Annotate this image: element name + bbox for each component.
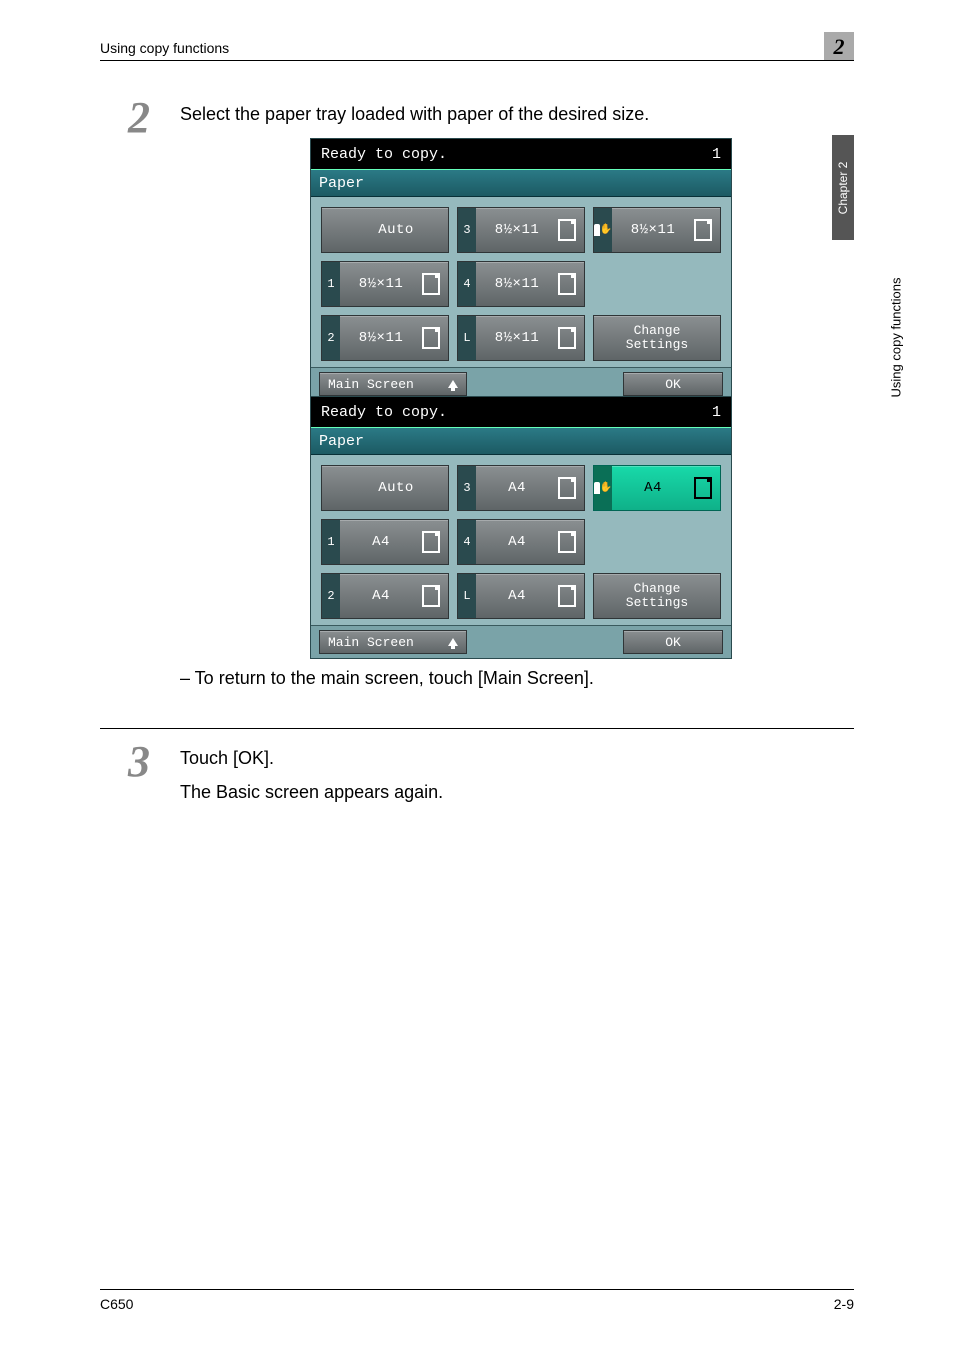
tray-label: 8½×11 (480, 330, 554, 346)
tray-tag: 1 (322, 262, 340, 306)
tray-L-button[interactable]: LA4 (457, 573, 585, 619)
ready-label: Ready to copy. (321, 404, 447, 421)
main-screen-button[interactable]: Main Screen (319, 630, 467, 654)
tray-label: A4 (616, 480, 690, 496)
panel-topbar: Ready to copy. 1 (311, 397, 731, 427)
tray-bypass-button[interactable]: ✋A4 (593, 465, 721, 511)
tray-tag: 1 (322, 520, 340, 564)
tray-tag: 3 (458, 466, 476, 510)
tray-tag: ✋ (594, 208, 612, 252)
tray-tag: 4 (458, 262, 476, 306)
tray-tag: L (458, 316, 476, 360)
tray-tag: ✋ (594, 466, 612, 510)
main-screen-label: Main Screen (328, 377, 414, 392)
side-tab-label: Chapter 2 (836, 161, 850, 214)
tray-bypass-button[interactable]: ✋8½×11 (593, 207, 721, 253)
orientation-icon (558, 531, 576, 553)
copy-count: 1 (712, 404, 721, 421)
main-screen-label: Main Screen (328, 635, 414, 650)
tray-2-button[interactable]: 2A4 (321, 573, 449, 619)
tray-label: 8½×11 (344, 276, 418, 292)
footer-model: C650 (100, 1296, 133, 1312)
tray-label: A4 (344, 588, 418, 604)
tray-label: A4 (480, 534, 554, 550)
tray-L-button[interactable]: L8½×11 (457, 315, 585, 361)
footer-page: 2-9 (834, 1296, 854, 1312)
step3-line2: The Basic screen appears again. (180, 780, 443, 805)
orientation-icon (422, 273, 440, 295)
footer-rule (100, 1289, 854, 1290)
bullet-main-screen: – To return to the main screen, touch [M… (180, 668, 594, 689)
header-chapter-num: 2 (824, 32, 854, 60)
orientation-icon (558, 585, 576, 607)
orientation-icon (694, 477, 712, 499)
step3-number: 3 (100, 736, 150, 787)
tray-label: Auto (344, 222, 448, 238)
orientation-icon (422, 585, 440, 607)
main-screen-button[interactable]: Main Screen (319, 372, 467, 396)
header-rule (100, 60, 854, 61)
orientation-icon (694, 219, 712, 241)
tray-grid: Auto38½×11✋8½×1118½×1148½×1128½×11L8½×11… (311, 197, 731, 367)
tray-tag: 2 (322, 574, 340, 618)
orientation-icon (558, 477, 576, 499)
tray-1-button[interactable]: 1A4 (321, 519, 449, 565)
side-label: Using copy functions (836, 250, 850, 265)
ready-label: Ready to copy. (321, 146, 447, 163)
panel-1: Ready to copy.1PaperAuto38½×11✋8½×1118½×… (310, 138, 732, 401)
tray-auto-button[interactable]: Auto (321, 207, 449, 253)
tray-1-button[interactable]: 18½×11 (321, 261, 449, 307)
side-tab: Chapter 2 (832, 135, 854, 240)
tray-3-button[interactable]: 38½×11 (457, 207, 585, 253)
orientation-icon (558, 273, 576, 295)
panel-title: Paper (311, 169, 731, 197)
panel-topbar: Ready to copy. 1 (311, 139, 731, 169)
tray-label: A4 (480, 480, 554, 496)
tray-tag: 3 (458, 208, 476, 252)
copy-count: 1 (712, 146, 721, 163)
orientation-icon (422, 327, 440, 349)
return-icon (448, 638, 458, 646)
tray-label: A4 (480, 588, 554, 604)
panel-title: Paper (311, 427, 731, 455)
tray-label: 8½×11 (616, 222, 690, 238)
tray-label: 8½×11 (480, 276, 554, 292)
tray-tag: 4 (458, 520, 476, 564)
ok-button[interactable]: OK (623, 630, 723, 654)
tray-grid: Auto3A4✋A41A44A42A4LA4ChangeSettings (311, 455, 731, 625)
tray-2-button[interactable]: 28½×11 (321, 315, 449, 361)
header-section: Using copy functions (100, 40, 229, 56)
orientation-icon (558, 219, 576, 241)
empty-cell (593, 519, 721, 565)
side-label-text: Using copy functions (888, 278, 903, 398)
step2-text: Select the paper tray loaded with paper … (180, 102, 649, 127)
tray-label: Auto (344, 480, 448, 496)
panel-footer: Main Screen OK (311, 625, 731, 658)
ok-button[interactable]: OK (623, 372, 723, 396)
tray-4-button[interactable]: 4A4 (457, 519, 585, 565)
step3-line1: Touch [OK]. (180, 746, 274, 771)
tray-3-button[interactable]: 3A4 (457, 465, 585, 511)
orientation-icon (422, 531, 440, 553)
tray-auto-button[interactable]: Auto (321, 465, 449, 511)
empty-cell (593, 261, 721, 307)
tray-tag: L (458, 574, 476, 618)
orientation-icon (558, 327, 576, 349)
tray-tag: 2 (322, 316, 340, 360)
tray-label: 8½×11 (480, 222, 554, 238)
panel-2: Ready to copy.1PaperAuto3A4✋A41A44A42A4L… (310, 396, 732, 659)
tray-4-button[interactable]: 48½×11 (457, 261, 585, 307)
tray-label: A4 (344, 534, 418, 550)
change-settings-button[interactable]: ChangeSettings (593, 315, 721, 361)
return-icon (448, 380, 458, 388)
change-settings-button[interactable]: ChangeSettings (593, 573, 721, 619)
tray-label: 8½×11 (344, 330, 418, 346)
step-separator (100, 728, 854, 729)
step2-number: 2 (100, 92, 150, 143)
